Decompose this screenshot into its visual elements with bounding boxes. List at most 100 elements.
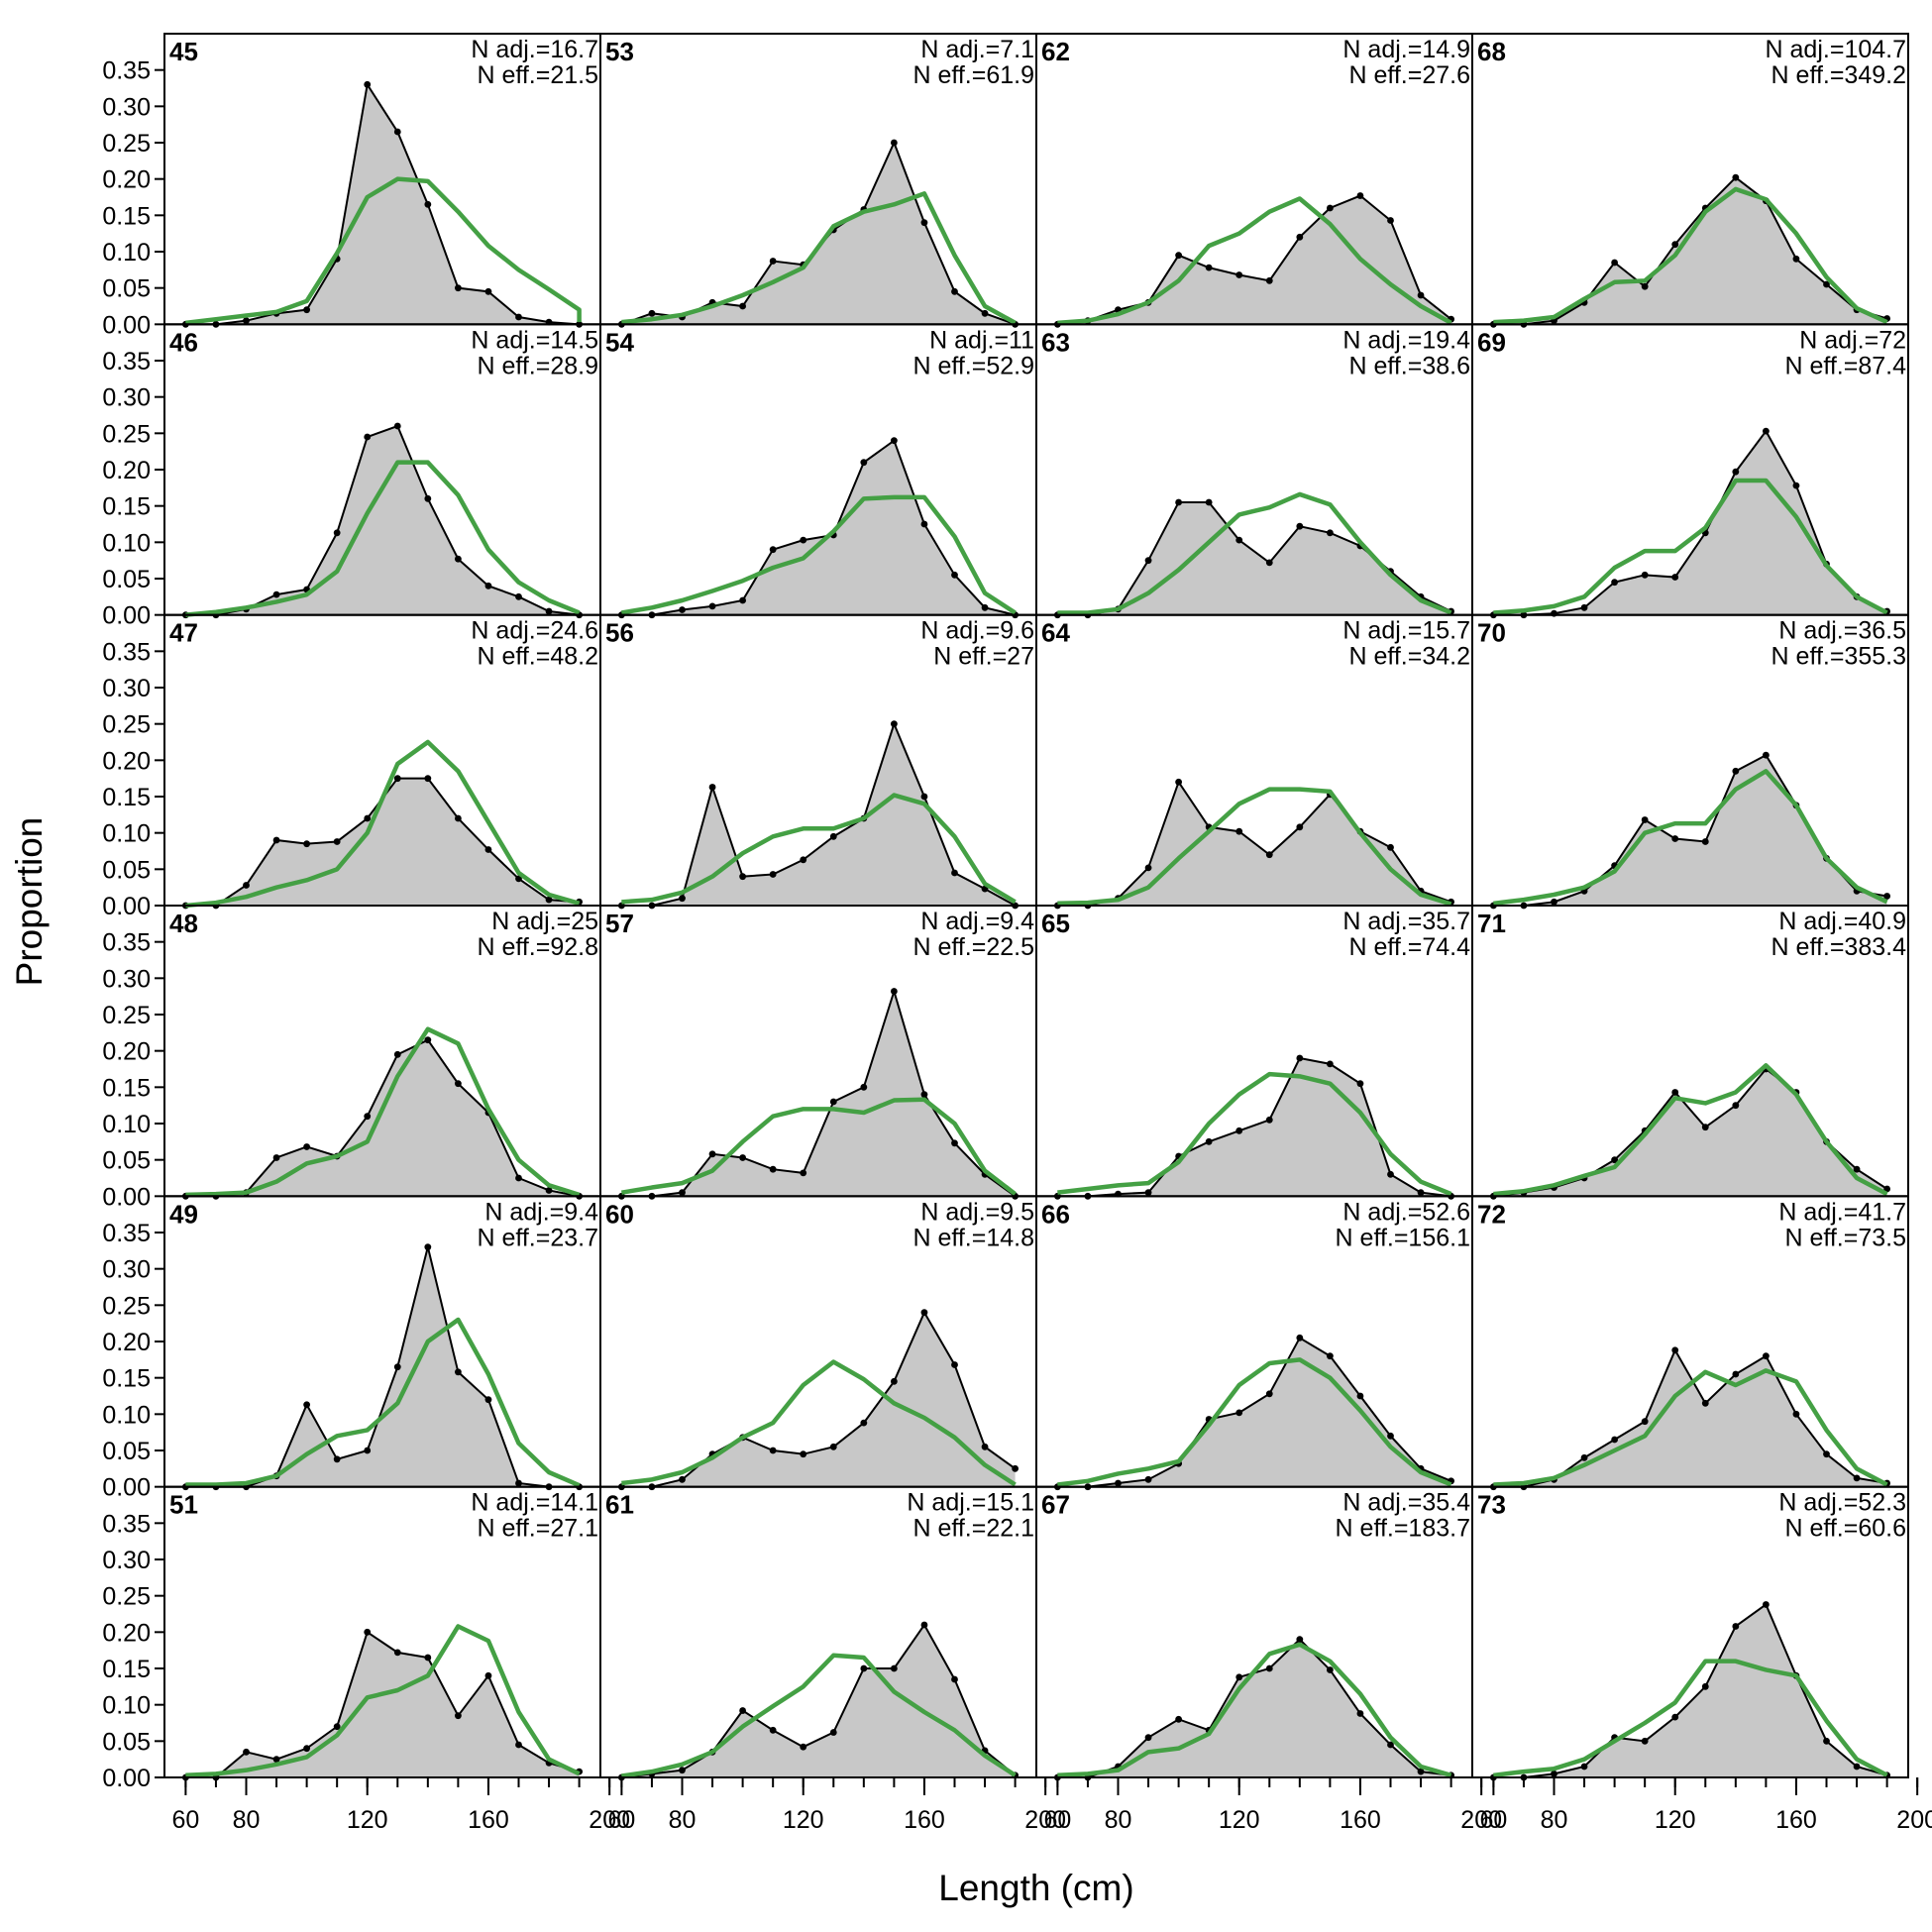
- n-eff-label: N eff.=74.4: [1348, 933, 1470, 961]
- n-eff-label: N eff.=27.6: [1348, 61, 1470, 89]
- y-tick-label: 0.30: [102, 965, 151, 993]
- observed-point: [393, 1649, 401, 1657]
- observed-point: [1356, 1392, 1364, 1400]
- panel-id-label: 57: [605, 909, 634, 938]
- expected-line: [1493, 478, 1888, 615]
- observed-point: [829, 1443, 837, 1450]
- x-tick-label: 60: [607, 1806, 635, 1834]
- observed-point: [1265, 276, 1273, 284]
- y-tick-label: 0.15: [102, 784, 151, 811]
- expected-line: [1057, 1071, 1452, 1197]
- observed-point: [1732, 1370, 1740, 1378]
- observed-line: [621, 439, 1016, 616]
- n-eff-label: N eff.=349.2: [1771, 61, 1906, 89]
- n-eff-label: N eff.=22.1: [912, 1515, 1034, 1543]
- n-eff-label: N eff.=27: [933, 643, 1034, 671]
- observed-point: [1701, 1124, 1709, 1131]
- n-adj-label: N adj.=15.7: [1342, 617, 1470, 645]
- observed-point: [708, 1150, 716, 1158]
- observed-line: [1493, 429, 1888, 616]
- y-tick-label: 0.15: [102, 1656, 151, 1683]
- panel-id-label: 73: [1477, 1490, 1506, 1520]
- observed-line: [185, 1246, 580, 1488]
- y-tick-label: 0.00: [102, 1183, 151, 1211]
- observed-area: [185, 1246, 580, 1487]
- observed-point: [243, 882, 250, 889]
- y-tick-label: 0.30: [102, 384, 151, 412]
- observed-point: [1701, 1399, 1709, 1407]
- x-tick-label: 120: [1655, 1806, 1696, 1834]
- y-tick-label: 0.15: [102, 1074, 151, 1102]
- observed-point: [1326, 1352, 1334, 1360]
- observed-point: [303, 1745, 311, 1753]
- panel-54: 54 N adj.=11N eff.=52.9: [599, 323, 1037, 619]
- observed-point: [1792, 1410, 1800, 1418]
- observed-point: [1387, 1170, 1394, 1178]
- y-tick-label: 0.20: [102, 747, 151, 775]
- observed-point: [951, 1139, 958, 1147]
- observed-point: [1296, 1636, 1304, 1644]
- panel-71: 71 N adj.=40.9N eff.=383.4: [1471, 905, 1909, 1200]
- panel-id-label: 47: [169, 618, 198, 648]
- observed-point: [545, 1187, 553, 1194]
- observed-point: [364, 1113, 372, 1121]
- observed-point: [424, 494, 432, 502]
- n-eff-label: N eff.=61.9: [912, 61, 1034, 89]
- y-tick-label: 0.35: [102, 638, 151, 666]
- n-eff-label: N eff.=73.5: [1784, 1224, 1906, 1251]
- x-tick-label: 120: [1219, 1806, 1260, 1834]
- observed-area: [1493, 1604, 1887, 1777]
- panel-68: 68 N adj.=104.7N eff.=349.2: [1471, 33, 1909, 328]
- observed-area: [621, 1625, 1016, 1777]
- x-tick-label: 60: [171, 1806, 199, 1834]
- panel-id-label: 71: [1477, 909, 1506, 938]
- observed-point: [1144, 864, 1152, 872]
- observed-point: [920, 1309, 928, 1317]
- observed-point: [1296, 823, 1304, 831]
- observed-point: [769, 258, 777, 265]
- observed-area: [1493, 1069, 1887, 1197]
- observed-point: [1265, 851, 1273, 859]
- panel-id-label: 46: [169, 327, 198, 357]
- y-tick-label: 0.20: [102, 1038, 151, 1066]
- observed-point: [1792, 482, 1800, 489]
- observed-point: [454, 1368, 462, 1376]
- panel-border: [1471, 1485, 1909, 1778]
- x-tick-label: 80: [1541, 1806, 1568, 1834]
- observed-line: [1057, 194, 1452, 326]
- observed-point: [1641, 1418, 1649, 1426]
- n-adj-label: N adj.=16.7: [471, 36, 598, 63]
- observed-point: [393, 1050, 401, 1058]
- n-adj-label: N adj.=9.4: [920, 908, 1034, 935]
- n-adj-label: N adj.=52.6: [1342, 1198, 1470, 1226]
- observed-point: [303, 306, 311, 314]
- observed-point: [679, 1189, 686, 1197]
- observed-point: [424, 1654, 432, 1662]
- observed-point: [1205, 1137, 1213, 1145]
- observed-point: [333, 838, 341, 845]
- observed-point: [1296, 522, 1304, 530]
- y-tick-label: 0.10: [102, 1111, 151, 1138]
- observed-area: [1493, 177, 1887, 325]
- expected-line: [1493, 186, 1888, 325]
- n-eff-label: N eff.=383.4: [1771, 933, 1907, 961]
- observed-point: [1356, 1080, 1364, 1088]
- observed-point: [1235, 1127, 1243, 1134]
- y-tick-label: 0.05: [102, 1438, 151, 1465]
- n-adj-label: N adj.=40.9: [1778, 908, 1906, 935]
- observed-point: [1580, 603, 1588, 611]
- observed-point: [545, 896, 553, 904]
- panel-id-label: 51: [169, 1490, 198, 1520]
- observed-point: [1012, 1464, 1020, 1472]
- observed-point: [1387, 1741, 1394, 1749]
- observed-point: [424, 200, 432, 208]
- observed-point: [1732, 767, 1740, 775]
- panel-48: 48 N adj.=25N eff.=92.8: [163, 905, 601, 1200]
- observed-point: [1265, 1664, 1273, 1672]
- observed-point: [1265, 1116, 1273, 1124]
- observed-line: [185, 1630, 580, 1778]
- n-eff-label: N eff.=38.6: [1348, 352, 1470, 379]
- observed-point: [951, 1675, 958, 1683]
- expected-line: [1493, 1368, 1888, 1487]
- observed-point: [424, 775, 432, 783]
